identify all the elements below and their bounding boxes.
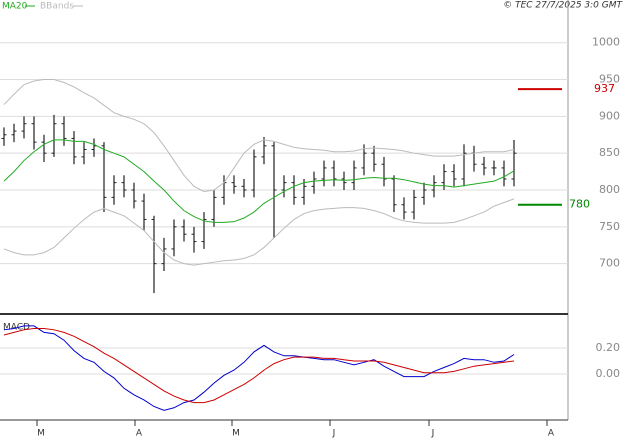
y-tick-label: 750 <box>599 220 620 233</box>
x-tick-label: A <box>548 429 555 439</box>
x-tick-label: M <box>232 429 240 439</box>
series-line <box>3 79 515 193</box>
y-tick-label: 900 <box>599 109 620 122</box>
legend-label: MA20 <box>2 2 28 12</box>
series-line <box>3 325 515 411</box>
copyright: © TEC 27/7/2025 3:0 GMT <box>503 1 623 11</box>
level-label: 780 <box>569 198 590 211</box>
y-tick-label: 0.00 <box>596 367 621 380</box>
x-tick-label: A <box>136 429 143 439</box>
legend-label: BBands <box>40 2 74 12</box>
y-tick-label: 950 <box>599 73 620 86</box>
y-tick-label: 0.20 <box>596 341 621 354</box>
y-tick-label: 1000 <box>592 36 620 49</box>
y-tick-label: 700 <box>599 257 620 270</box>
level-label: 937 <box>594 82 615 95</box>
series-line <box>3 198 515 266</box>
x-tick-label: M <box>37 429 45 439</box>
series-line <box>3 328 515 404</box>
series-line <box>3 139 515 223</box>
x-tick-label: J <box>431 429 435 439</box>
y-tick-label: 850 <box>599 146 620 159</box>
y-tick-label: 800 <box>599 183 620 196</box>
x-tick-label: J <box>332 429 336 439</box>
